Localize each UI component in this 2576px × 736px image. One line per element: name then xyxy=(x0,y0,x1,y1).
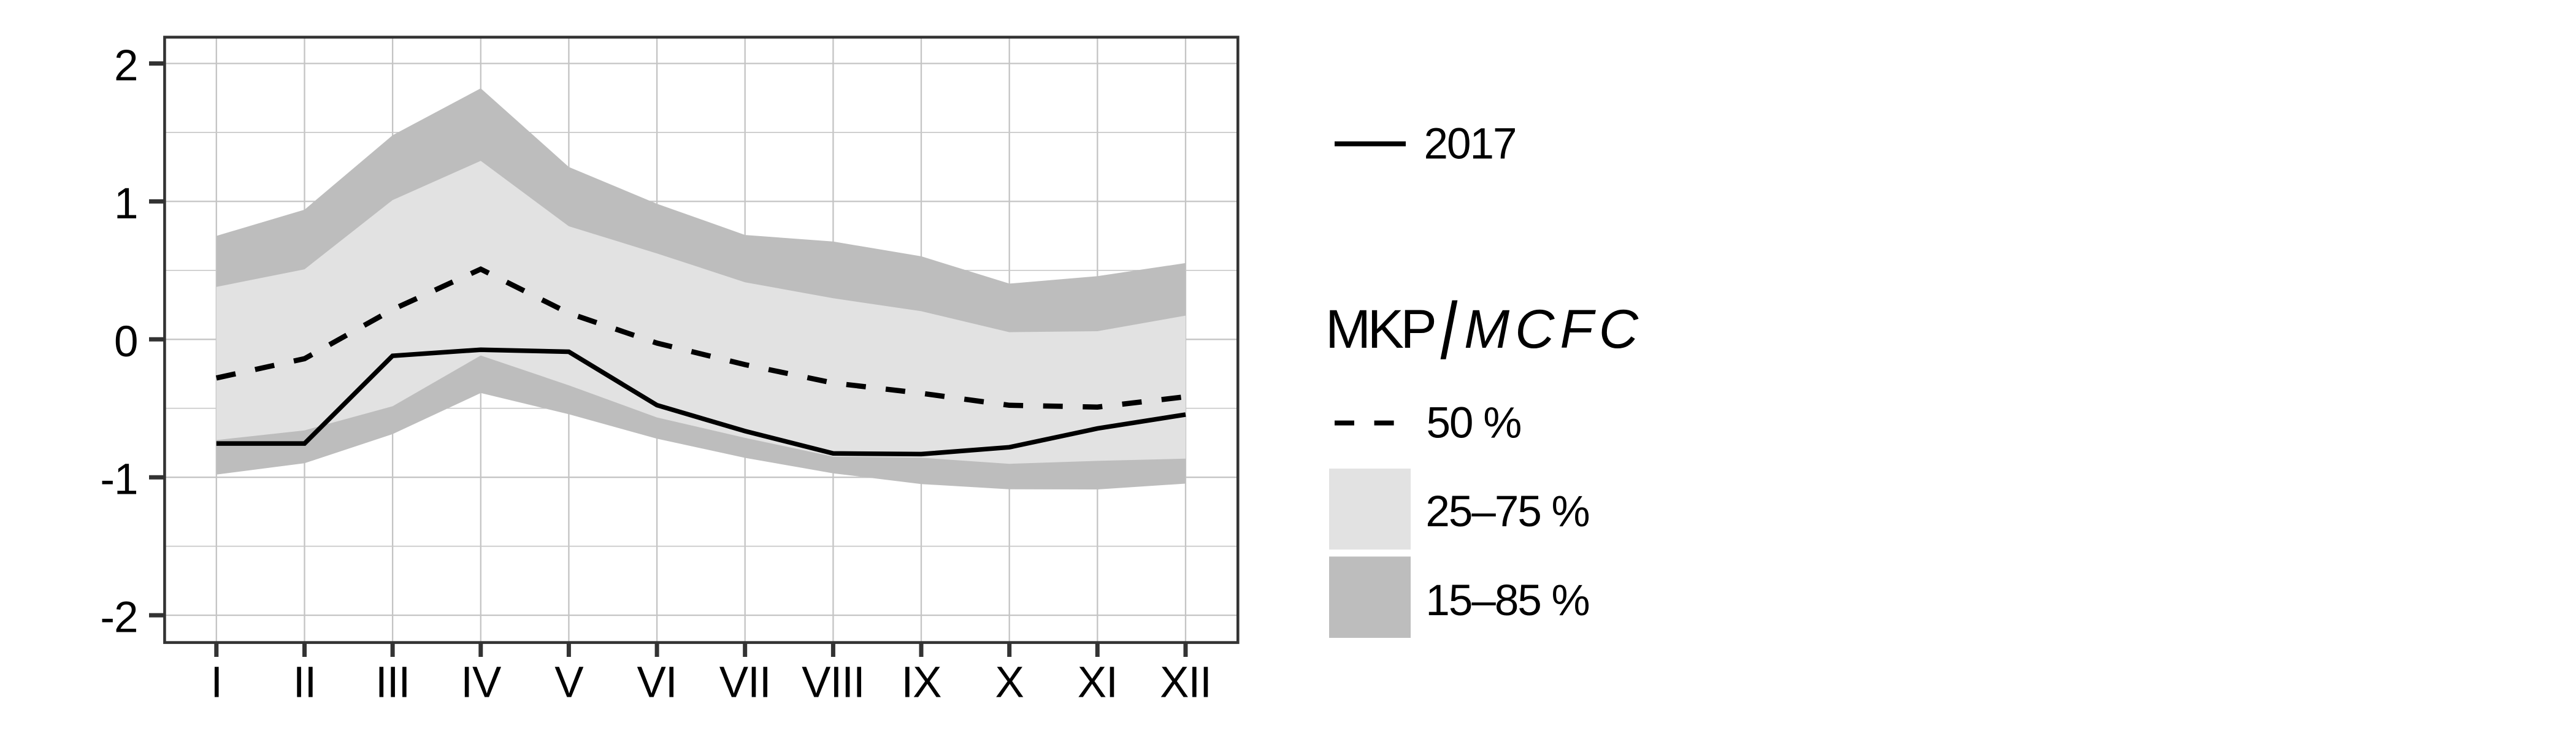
svg-text:IV: IV xyxy=(461,659,502,707)
svg-text:VIII: VIII xyxy=(802,659,865,707)
svg-text:2017: 2017 xyxy=(1424,120,1516,168)
svg-text:15–85 %: 15–85 % xyxy=(1425,577,1589,625)
svg-text:25–75 %: 25–75 % xyxy=(1425,488,1589,536)
svg-text:2: 2 xyxy=(114,42,138,90)
svg-text:VII: VII xyxy=(719,659,771,707)
svg-text:MCFC: MCFC xyxy=(1464,298,1644,359)
svg-text:0: 0 xyxy=(114,318,138,366)
svg-text:III: III xyxy=(375,659,410,707)
svg-text:VI: VI xyxy=(637,659,677,707)
svg-text:X: X xyxy=(995,659,1024,707)
svg-text:I: I xyxy=(210,659,222,707)
svg-text:1: 1 xyxy=(114,180,138,228)
svg-text:XII: XII xyxy=(1160,659,1211,707)
svg-text:-1: -1 xyxy=(100,456,137,504)
svg-text:MKP: MKP xyxy=(1325,298,1435,359)
svg-text:-2: -2 xyxy=(100,594,137,642)
svg-text:50 %: 50 % xyxy=(1427,399,1521,448)
svg-text:V: V xyxy=(554,659,584,707)
svg-text:IX: IX xyxy=(901,659,941,707)
svg-text:II: II xyxy=(293,659,316,707)
svg-text:XI: XI xyxy=(1078,659,1117,707)
